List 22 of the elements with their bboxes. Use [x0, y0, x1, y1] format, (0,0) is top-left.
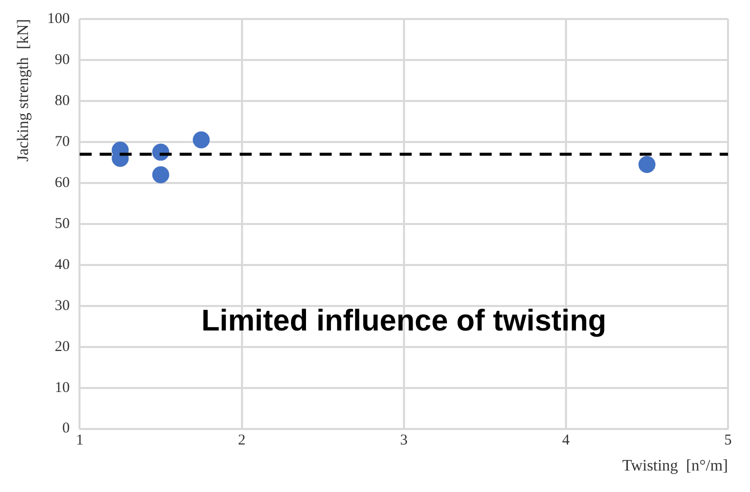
y-axis-title: Jacking strength [kN]	[14, 19, 32, 162]
x-tick-label: 1	[76, 432, 84, 449]
point	[192, 131, 210, 148]
y-tick-label: 20	[54, 338, 70, 355]
y-tick-label: 30	[54, 298, 70, 314]
y-tick-label: 70	[54, 134, 70, 150]
annotation: Limited influence of twisting	[201, 304, 606, 338]
x-tick-label: 2	[238, 432, 246, 449]
x-tick-label: 3	[400, 432, 408, 449]
x-tick-label: 5	[724, 432, 732, 449]
point	[638, 156, 656, 173]
y-tick-label: 100	[47, 10, 70, 27]
y-tick-label: 0	[62, 420, 70, 437]
y-tick-label: 40	[54, 256, 70, 273]
y-tick-label: 50	[54, 216, 70, 232]
x-axis-title: Twisting [n°/m]	[622, 458, 728, 475]
y-tick-label: 80	[54, 92, 70, 109]
point	[152, 166, 170, 184]
y-tick-label: 10	[54, 380, 70, 396]
x-tick-label: 4	[562, 432, 570, 449]
y-tick-label: 90	[54, 52, 70, 68]
y-tick-label: 60	[54, 174, 70, 191]
